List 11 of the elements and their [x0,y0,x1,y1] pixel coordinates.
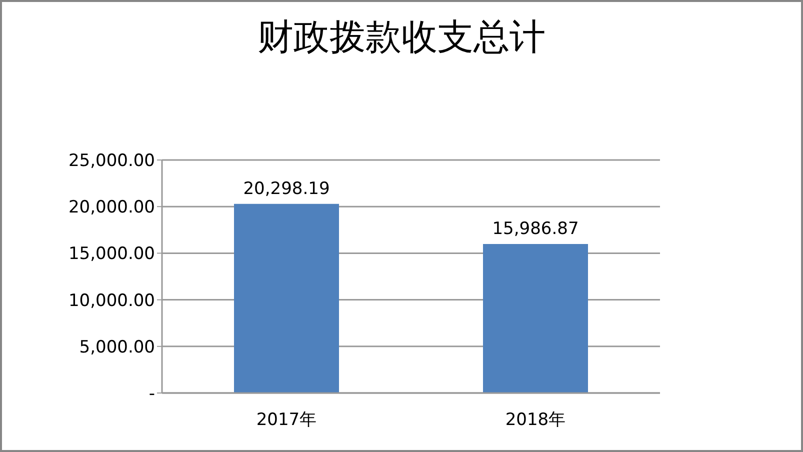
data-label: 20,298.19 [243,178,330,199]
data-label: 15,986.87 [492,219,579,239]
y-tick-label: 15,000.00 [68,244,155,264]
y-tick-label: 5,000.00 [79,337,155,358]
y-tick-label: - [148,384,155,404]
x-tick-label: 2018年 [505,410,566,430]
y-tick-label: 20,000.00 [68,198,155,218]
y-tick-label: 25,000.00 [68,151,155,172]
y-tick-label: 10,000.00 [68,290,155,311]
chart-title: 财政拨款收支总计 [256,16,546,60]
x-tick-label: 2017年 [256,410,317,430]
